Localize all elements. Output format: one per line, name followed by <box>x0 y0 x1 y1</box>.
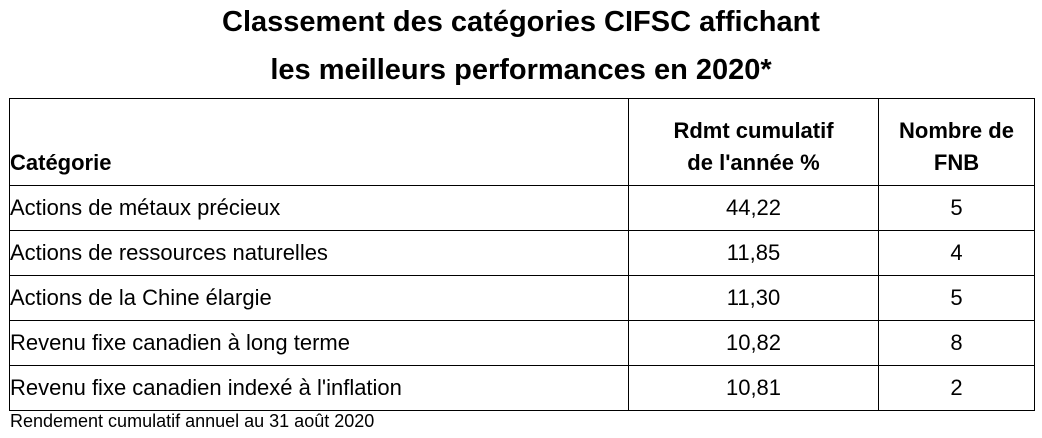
row-category: Actions de ressources naturelles <box>9 230 629 276</box>
row-count: 2 <box>878 365 1035 411</box>
row-count: 8 <box>878 320 1035 366</box>
row-return: 11,30 <box>628 275 879 321</box>
table-row: Actions de ressources naturelles 11,85 4 <box>9 230 1035 276</box>
table-body: Actions de métaux précieux 44,22 5 Actio… <box>9 185 1035 411</box>
table-row: Revenu fixe canadien à long terme 10,82 … <box>9 320 1035 366</box>
table-row: Actions de métaux précieux 44,22 5 <box>9 185 1035 231</box>
header-category: Catégorie <box>9 98 629 186</box>
header-count-line-2: FNB <box>933 150 980 175</box>
page-title-line-2: les meilleurs performances en 2020* <box>270 54 772 86</box>
row-return: 10,82 <box>628 320 879 366</box>
row-return: 10,81 <box>628 365 879 411</box>
row-category: Actions de la Chine élargie <box>9 275 629 321</box>
table-row: Revenu fixe canadien indexé à l'inflatio… <box>9 365 1035 411</box>
row-count: 4 <box>878 230 1035 276</box>
header-return-line-2: de l'année % <box>687 150 820 175</box>
header-return-line-1: Rdmt cumulatif <box>673 118 834 143</box>
header-return: Rdmt cumulatif de l'année % <box>628 98 879 186</box>
row-category: Revenu fixe canadien à long terme <box>9 320 629 366</box>
table-row: Actions de la Chine élargie 11,30 5 <box>9 275 1035 321</box>
row-category: Revenu fixe canadien indexé à l'inflatio… <box>9 365 629 411</box>
header-count: Nombre de FNB <box>878 98 1035 186</box>
row-return: 11,85 <box>628 230 879 276</box>
page-title-line-1: Classement des catégories CIFSC affichan… <box>222 6 820 38</box>
row-count: 5 <box>878 185 1035 231</box>
header-row: Catégorie Rdmt cumulatif de l'année % No… <box>9 98 1035 186</box>
row-category: Actions de métaux précieux <box>9 185 629 231</box>
header-count-line-1: Nombre de <box>899 118 1014 143</box>
ranking-table: Catégorie Rdmt cumulatif de l'année % No… <box>9 98 1035 411</box>
header-category-label: Catégorie <box>10 150 112 175</box>
row-return: 44,22 <box>628 185 879 231</box>
footnote: Rendement cumulatif annuel au 31 août 20… <box>10 411 375 431</box>
table-header: Catégorie Rdmt cumulatif de l'année % No… <box>9 98 1035 186</box>
row-count: 5 <box>878 275 1035 321</box>
